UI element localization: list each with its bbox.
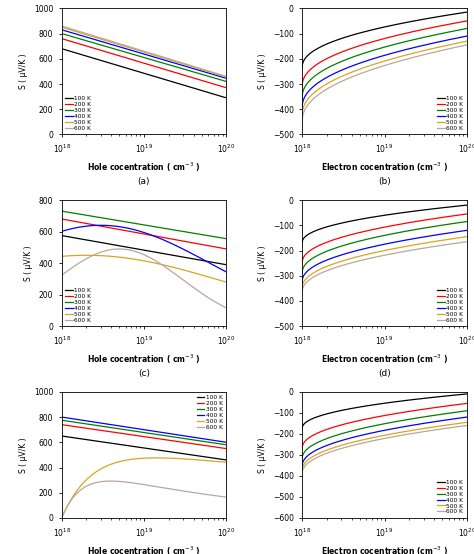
Y-axis label: S ( μV/K ): S ( μV/K ) [258, 437, 267, 473]
Legend: 100 K, 200 K, 300 K, 400 K, 500 K, 600 K: 100 K, 200 K, 300 K, 400 K, 500 K, 600 K [437, 288, 464, 324]
X-axis label: Electron cocentration (cm$^{-3}$ ): Electron cocentration (cm$^{-3}$ ) [321, 352, 448, 366]
Text: (a): (a) [138, 177, 150, 186]
Legend: 100 K, 200 K, 300 K, 400 K, 500 K, 600 K: 100 K, 200 K, 300 K, 400 K, 500 K, 600 K [437, 479, 464, 515]
X-axis label: Electron cocentration (cm$^{-3}$ ): Electron cocentration (cm$^{-3}$ ) [321, 544, 448, 554]
X-axis label: Hole cocentration ( cm$^{-3}$ ): Hole cocentration ( cm$^{-3}$ ) [87, 544, 201, 554]
Legend: 100 K, 200 K, 300 K, 400 K, 500 K, 600 K: 100 K, 200 K, 300 K, 400 K, 500 K, 600 K [196, 395, 223, 431]
Legend: 100 K, 200 K, 300 K, 400 K, 500 K, 600 K: 100 K, 200 K, 300 K, 400 K, 500 K, 600 K [64, 95, 92, 131]
Y-axis label: S ( μV/K ): S ( μV/K ) [24, 245, 33, 281]
Y-axis label: S ( μV/K ): S ( μV/K ) [19, 437, 28, 473]
X-axis label: Hole cocentration ( cm$^{-3}$ ): Hole cocentration ( cm$^{-3}$ ) [87, 352, 201, 366]
Y-axis label: S ( μV/K ): S ( μV/K ) [258, 54, 267, 89]
Text: (b): (b) [378, 177, 391, 186]
X-axis label: Electron cocentration (cm$^{-3}$ ): Electron cocentration (cm$^{-3}$ ) [321, 161, 448, 174]
Text: (c): (c) [138, 369, 150, 378]
X-axis label: Hole cocentration ( cm$^{-3}$ ): Hole cocentration ( cm$^{-3}$ ) [87, 161, 201, 174]
Legend: 100 K, 200 K, 300 K, 400 K, 500 K, 600 K: 100 K, 200 K, 300 K, 400 K, 500 K, 600 K [437, 95, 464, 131]
Legend: 100 K, 200 K, 300 K, 400 K, 500 K, 600 K: 100 K, 200 K, 300 K, 400 K, 500 K, 600 K [64, 288, 92, 324]
Text: (d): (d) [378, 369, 391, 378]
Y-axis label: S ( μV/K ): S ( μV/K ) [19, 54, 28, 89]
Y-axis label: S ( μV/K ): S ( μV/K ) [258, 245, 267, 281]
